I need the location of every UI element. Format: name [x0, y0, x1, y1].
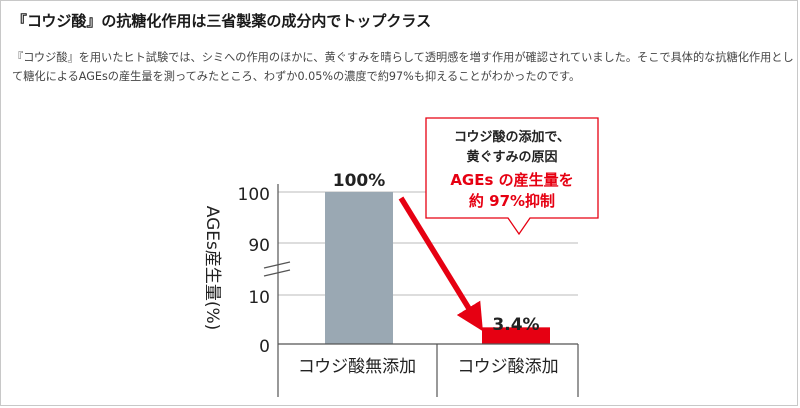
callout-line-2: 黄ぐすみの原因	[466, 149, 557, 165]
y-tick-label: 100	[238, 185, 270, 205]
callout-line-3: AGEs の産生量を	[450, 171, 573, 189]
bar-with-kojic	[482, 327, 550, 344]
y-tick-label: 90	[248, 236, 270, 256]
y-tick-label: 0	[259, 337, 270, 357]
reduction-arrow	[398, 196, 483, 332]
body-line-2: て糖化によるAGEsの産生量を測ってみたところ、わずか0.05%の濃度で約97%…	[12, 70, 581, 83]
body-paragraph: 『コウジ酸』を用いたヒト試験では、シミへの作用のほかに、黄ぐすみを晴らして透明感…	[12, 48, 794, 86]
body-line-1: 『コウジ酸』を用いたヒト試験では、シミへの作用のほかに、黄ぐすみを晴らして透明感…	[12, 51, 794, 64]
x-category-label: コウジ酸添加	[457, 357, 558, 377]
bar-value-label: 3.4%	[492, 315, 539, 335]
y-axis-label: AGEs産生量(%)	[202, 206, 222, 331]
x-category-label: コウジ酸無添加	[298, 357, 416, 377]
bar-no-kojic	[325, 192, 393, 344]
callout-line-1: コウジ酸の添加で、	[454, 129, 570, 145]
callout-box: コウジ酸の添加で、 黄ぐすみの原因 AGEs の産生量を 約 97%抑制	[425, 117, 599, 236]
bar-value-label: 100%	[333, 171, 386, 191]
section-heading: 『コウジ酸』の抗糖化作用は三省製薬の成分内でトップクラス	[12, 12, 432, 30]
axis-break-icon	[263, 261, 291, 277]
callout-line-4: 約 97%抑制	[469, 192, 555, 210]
y-tick-label: 10	[248, 288, 270, 308]
